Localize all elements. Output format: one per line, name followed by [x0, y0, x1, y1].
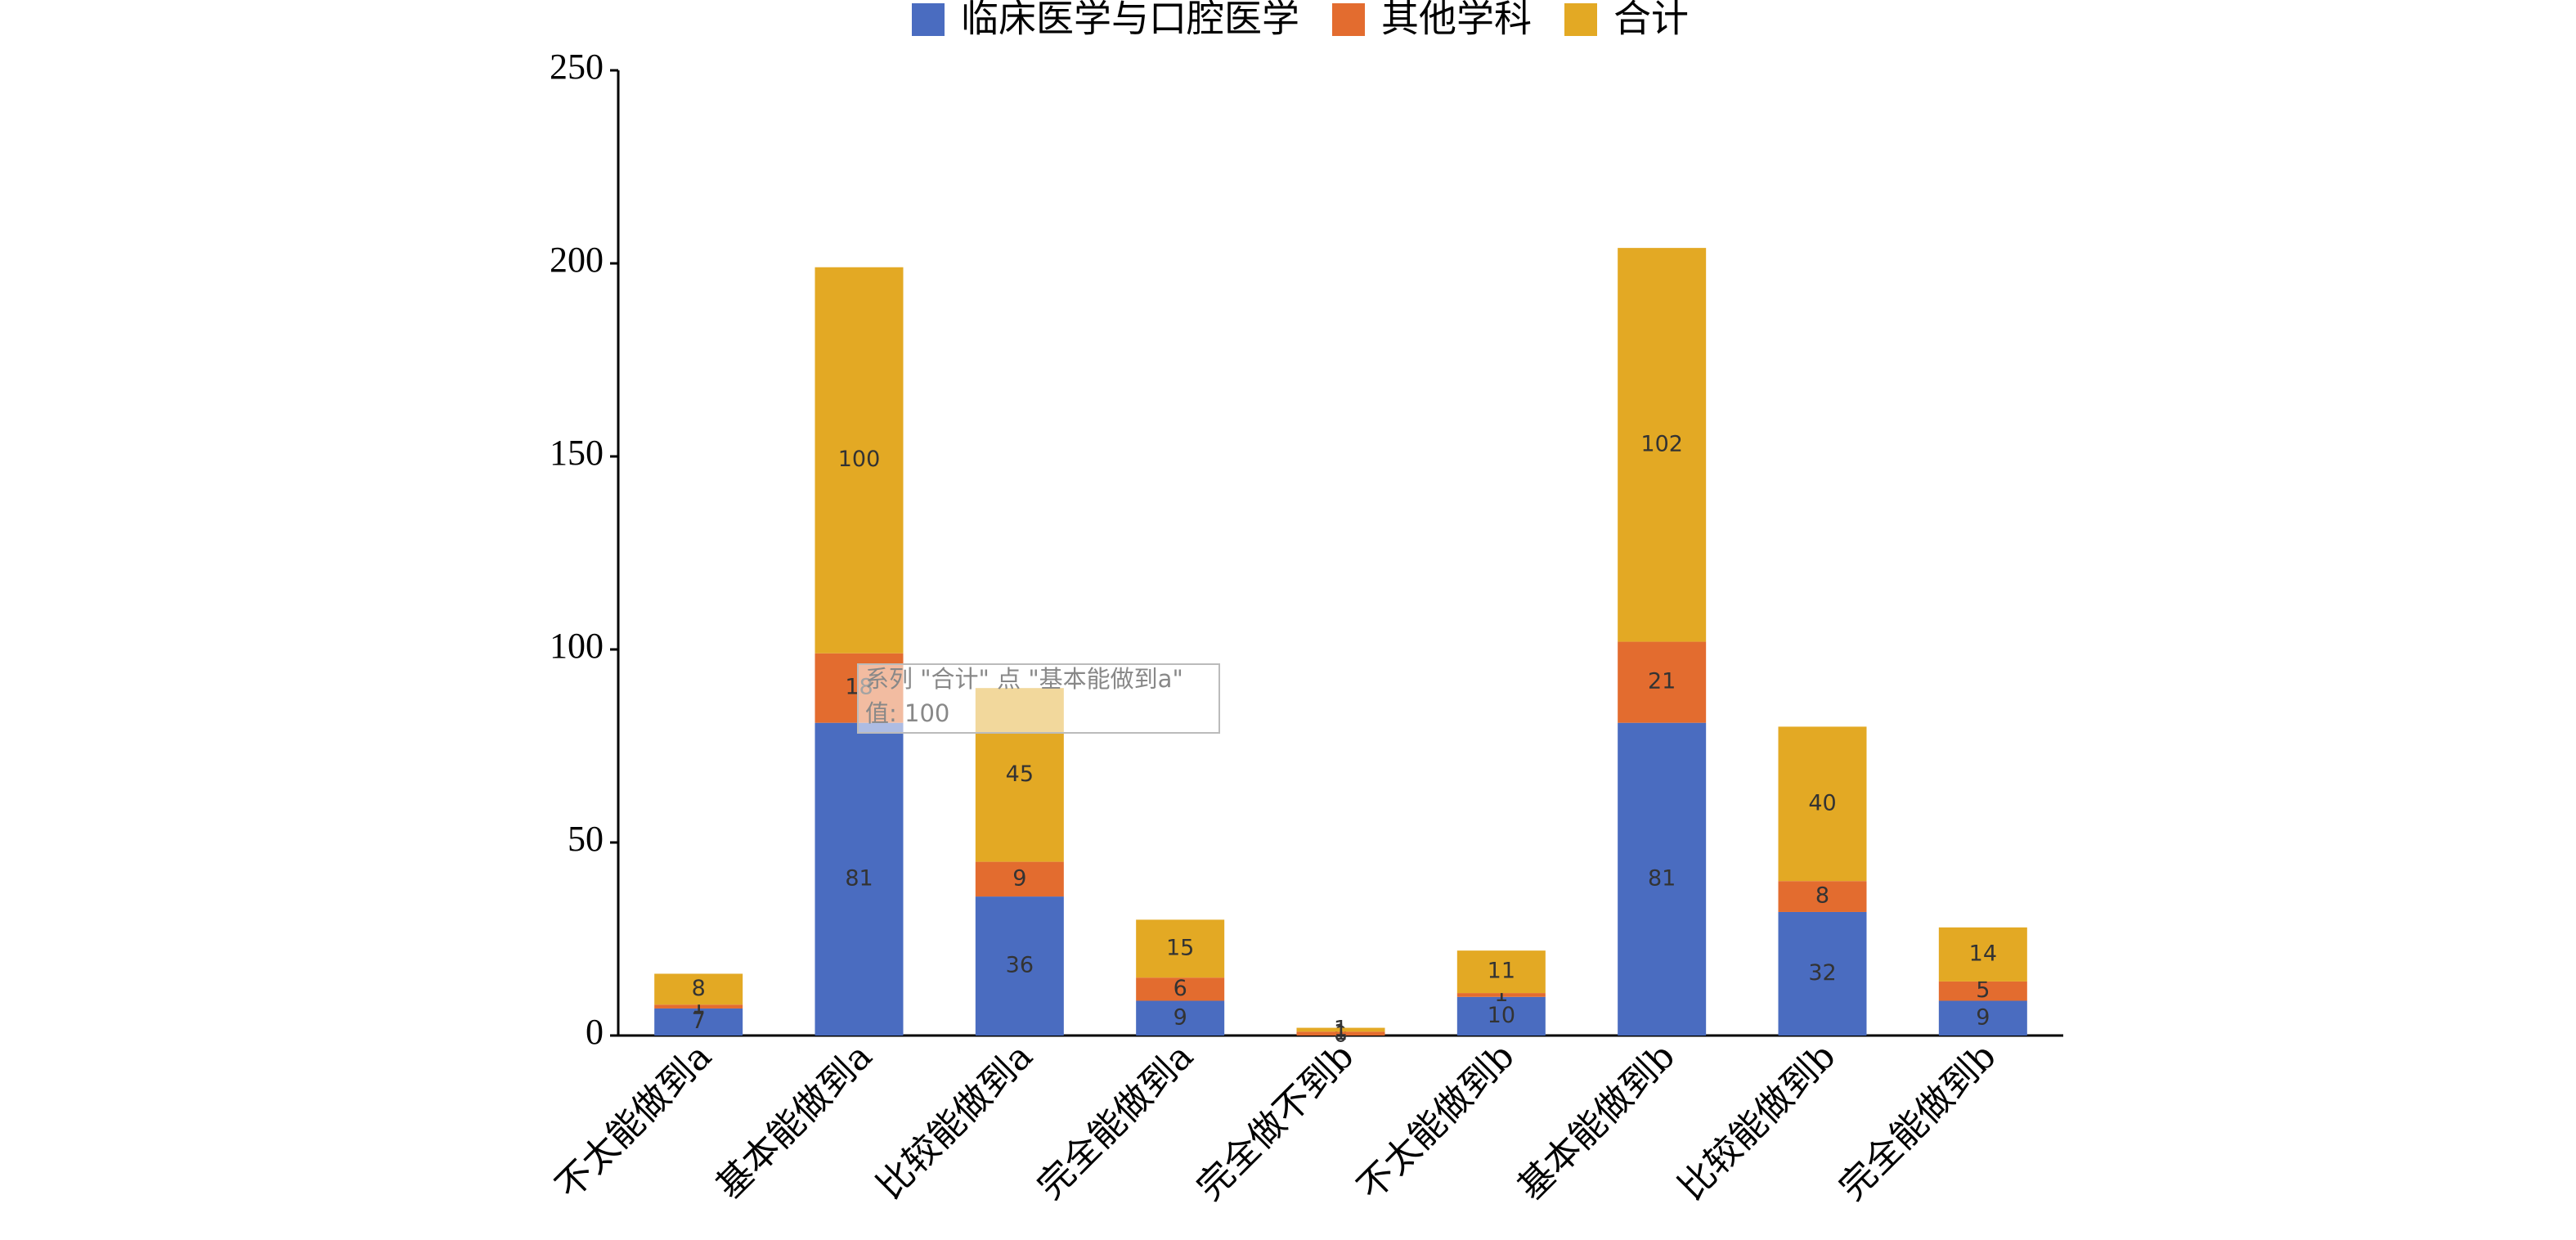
data-label: 9 — [1976, 1004, 1990, 1030]
y-tick-label: 50 — [568, 819, 604, 859]
bar-segment — [1456, 950, 1546, 994]
tooltip-title: 系列 "合计" 点 "基本能做到a" — [865, 665, 1183, 693]
legend-label: 临床医学与口腔医学 — [961, 0, 1299, 41]
bar-segment — [1136, 919, 1225, 978]
x-tick-label: 不太能做到b — [1349, 1036, 1523, 1209]
data-label: 10 — [1488, 1003, 1515, 1028]
bar-segment — [815, 722, 904, 1036]
legend-label: 其他学科 — [1381, 0, 1532, 41]
bar-segment — [1778, 911, 1867, 1036]
x-tick-label: 完全做不到b — [1189, 1036, 1362, 1209]
tooltip-value: 值: 100 — [865, 699, 949, 727]
data-label: 7 — [692, 1009, 706, 1034]
bar-segment — [654, 973, 743, 1005]
bar-segment — [1618, 248, 1707, 642]
data-label: 8 — [1815, 883, 1829, 909]
data-label: 6 — [1174, 976, 1187, 1001]
legend-swatch — [912, 3, 945, 36]
x-tick-label: 比较能做到a — [869, 1036, 1041, 1207]
x-tick-label: 不太能做到a — [548, 1036, 720, 1207]
data-label: 1 — [1334, 1020, 1348, 1045]
x-tick-label: 完全能做到b — [1831, 1036, 2004, 1209]
bar-segment — [1778, 726, 1867, 882]
legend-label: 合计 — [1613, 0, 1689, 41]
bar-segment — [975, 896, 1064, 1036]
x-tick-label: 基本能做到b — [1510, 1036, 1684, 1209]
data-label: 81 — [1648, 865, 1676, 891]
y-tick-label: 150 — [550, 433, 604, 473]
y-tick-label: 100 — [550, 626, 604, 666]
tooltip-box — [857, 663, 1220, 734]
x-tick-label: 基本能做到a — [708, 1036, 880, 1207]
data-label: 36 — [1006, 953, 1034, 978]
bar-segment — [1618, 722, 1707, 1036]
data-label: 5 — [1976, 977, 1990, 1003]
data-label: 15 — [1166, 935, 1194, 960]
x-tick-label: 比较能做到b — [1671, 1036, 1844, 1209]
data-label: 45 — [1006, 762, 1034, 787]
data-label: 102 — [1640, 431, 1683, 456]
bar-segment — [1618, 641, 1707, 723]
bar-segment — [975, 861, 1064, 897]
data-label: 14 — [1969, 941, 1997, 966]
legend-swatch — [1332, 3, 1365, 36]
y-tick-label: 200 — [550, 240, 604, 280]
bar-segment — [1296, 1031, 1385, 1036]
bar-segment — [654, 1008, 743, 1036]
tooltip: 系列 "合计" 点 "基本能做到a" 值: 100 — [857, 663, 1220, 734]
bar-segment — [1456, 996, 1546, 1036]
bar-segment — [815, 267, 904, 654]
data-label: 81 — [845, 865, 873, 891]
data-label: 100 — [838, 447, 881, 472]
bar-segment — [654, 1004, 743, 1009]
bar-segment — [1938, 1000, 2027, 1036]
y-tick-label: 250 — [550, 47, 604, 87]
data-label: 1 — [1334, 1016, 1348, 1041]
data-label: 21 — [1648, 669, 1676, 694]
bar-segment — [1938, 927, 2027, 982]
bar-segment — [1136, 977, 1225, 1001]
x-tick-label: 完全能做到a — [1030, 1036, 1201, 1207]
bar-segment — [1456, 993, 1546, 997]
legend-swatch — [1564, 3, 1597, 36]
bar-segment — [1136, 1000, 1225, 1036]
bar-segment — [1296, 1027, 1385, 1032]
data-label: 11 — [1488, 959, 1515, 984]
data-label: 8 — [692, 976, 706, 1001]
bar-segment — [1778, 881, 1867, 912]
y-tick-label: 0 — [586, 1012, 604, 1052]
data-label: 32 — [1808, 960, 1836, 986]
data-label: 9 — [1174, 1004, 1187, 1030]
data-label: 40 — [1808, 790, 1836, 815]
bar-segment — [1938, 981, 2027, 1001]
data-label: 9 — [1012, 865, 1026, 891]
